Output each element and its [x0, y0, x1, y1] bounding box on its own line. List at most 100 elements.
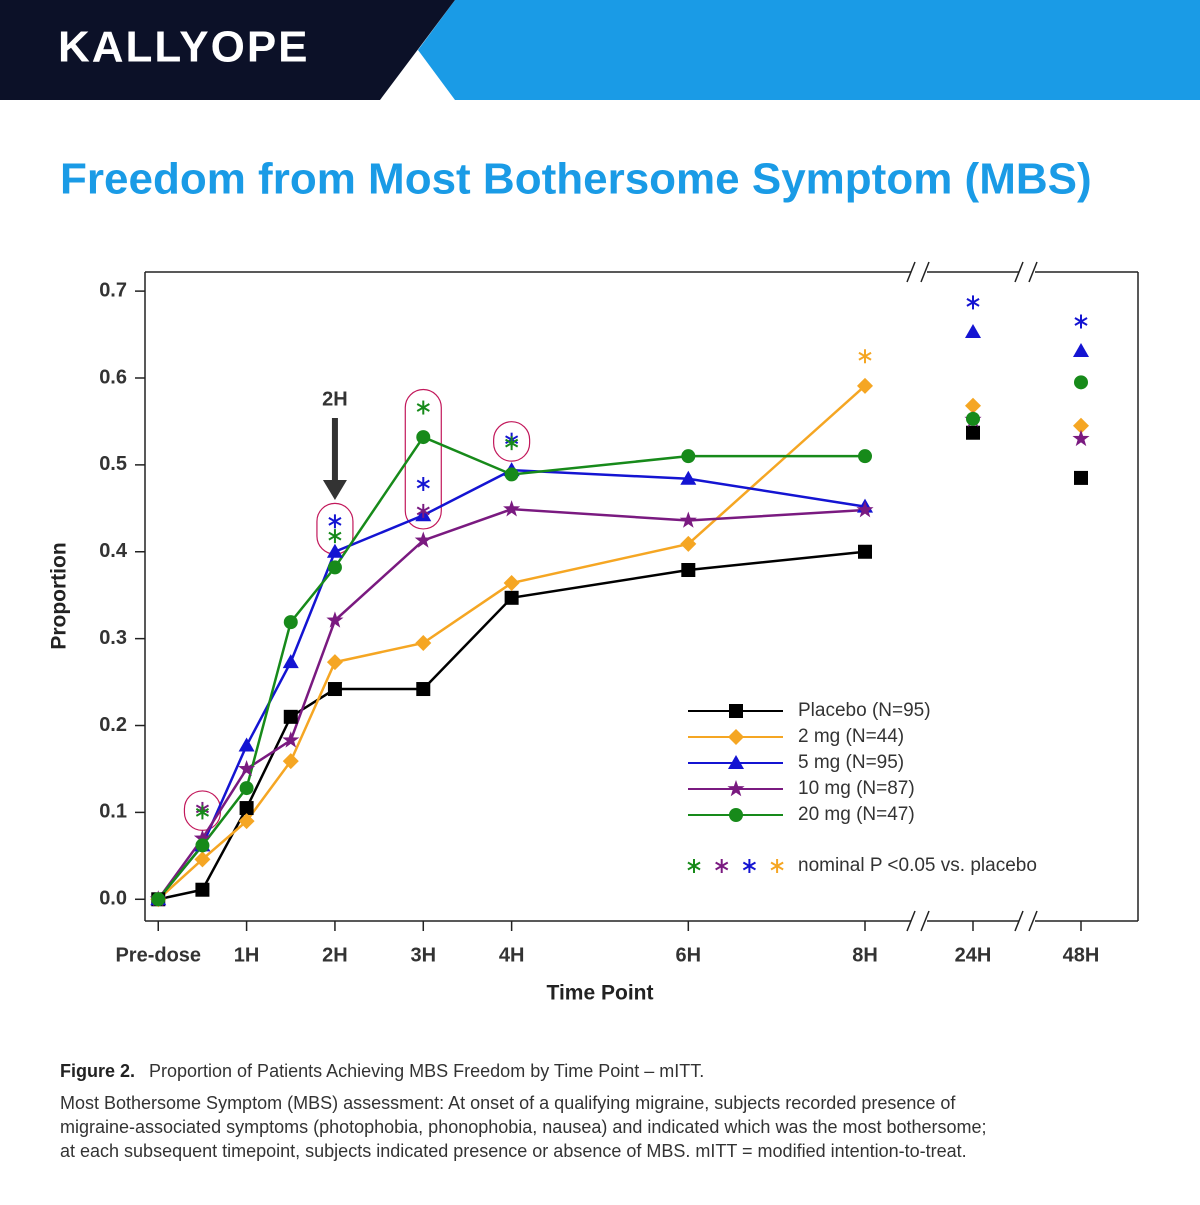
legend-marker: [728, 755, 744, 769]
data-point: [680, 535, 697, 552]
data-point: [238, 813, 255, 830]
data-point: [858, 544, 872, 559]
data-point: [504, 590, 519, 605]
x-tick-label: 3H: [410, 944, 436, 966]
asterisk-stroke: [1074, 317, 1088, 326]
annotation: 2H: [322, 388, 348, 410]
asterisk-stroke: [416, 403, 430, 412]
significance-marker: [416, 476, 430, 491]
caption-line: migraine-associated symptoms (photophobi…: [60, 1117, 987, 1137]
data-point: [195, 838, 210, 853]
significance-marker: [328, 514, 342, 529]
asterisk-stroke: [966, 298, 980, 307]
legend-marker: [729, 808, 743, 822]
data-point: [326, 611, 344, 628]
y-tick-label: 0.7: [99, 279, 127, 301]
x-tick-label: 24H: [955, 944, 992, 966]
annotation-arrow: [331, 418, 338, 482]
data-point: [858, 449, 872, 464]
axis-break: [906, 261, 916, 283]
y-tick-label: 0.1: [99, 801, 127, 823]
data-point: [1073, 417, 1089, 434]
brand: KALLYOPE: [58, 23, 310, 72]
legend-asterisk: [715, 859, 729, 873]
data-point: [503, 500, 521, 517]
data-point: [283, 709, 298, 724]
data-point: [966, 425, 980, 440]
legend-marker: [728, 729, 744, 745]
significance-highlight: [493, 421, 531, 462]
significance-highlight: [404, 388, 442, 530]
data-point: [416, 430, 431, 445]
x-tick-label: Pre-dose: [115, 944, 201, 966]
significance-marker: [966, 295, 980, 310]
data-point: [1073, 343, 1089, 358]
data-point: [856, 501, 874, 518]
data-point: [239, 801, 254, 816]
significance-marker: [505, 436, 519, 451]
axis-break: [920, 910, 930, 932]
caption-line: at each subsequent timepoint, subjects i…: [60, 1141, 967, 1161]
data-point: [238, 737, 255, 752]
legend-asterisk: [687, 859, 701, 873]
x-tick-label: 8H: [852, 944, 878, 966]
caption-line: Most Bothersome Symptom (MBS) assessment…: [60, 1093, 956, 1113]
data-point: [1072, 429, 1090, 447]
data-point: [239, 781, 254, 796]
asterisk-stroke: [715, 861, 729, 871]
legend-marker: [727, 780, 745, 797]
data-point: [238, 759, 256, 777]
legend-asterisk: [742, 859, 756, 873]
axis-break: [906, 910, 916, 932]
asterisk-stroke: [328, 531, 342, 541]
data-point: [415, 634, 432, 651]
data-point: [195, 882, 210, 897]
legend-label: 10 mg (N=87): [798, 778, 915, 799]
legend-note: nominal P <0.05 vs. placebo: [798, 855, 1037, 876]
data-point: [857, 377, 873, 394]
legend-asterisk: [770, 859, 784, 873]
axis-break: [1028, 910, 1038, 932]
x-axis-label: Time Point: [547, 982, 654, 1005]
asterisk-stroke: [687, 861, 701, 871]
data-point: [1074, 375, 1088, 390]
significance-marker: [328, 529, 342, 544]
asterisk-stroke: [416, 479, 430, 489]
y-tick-label: 0.3: [99, 627, 127, 649]
y-tick-label: 0.0: [99, 888, 127, 910]
significance-marker: [858, 349, 872, 364]
y-tick-label: 0.5: [99, 453, 127, 475]
data-point: [283, 615, 298, 630]
asterisk-stroke: [416, 506, 430, 516]
data-point: [679, 511, 697, 528]
y-axis-label: Proportion: [48, 542, 71, 649]
data-point: [326, 654, 343, 671]
data-point: [965, 397, 981, 414]
asterisk-stroke: [195, 808, 209, 817]
header-brand-panel: [0, 0, 455, 100]
y-tick-label: 0.4: [99, 540, 128, 562]
axis-break: [1014, 910, 1024, 932]
data-point: [282, 731, 300, 748]
data-point: [282, 654, 299, 669]
asterisk-stroke: [328, 516, 342, 526]
x-tick-label: 4H: [499, 944, 525, 966]
legend-label: 20 mg (N=47): [798, 804, 915, 825]
y-tick-label: 0.6: [99, 366, 127, 388]
y-tick-label: 0.2: [99, 714, 127, 736]
significance-marker: [416, 503, 430, 518]
data-point: [282, 753, 299, 770]
legend-label: 5 mg (N=95): [798, 752, 904, 773]
legend-marker: [729, 704, 743, 718]
data-point: [1074, 470, 1088, 485]
data-point: [680, 470, 697, 485]
data-point: [503, 575, 520, 592]
caption-label: Figure 2.: [60, 1061, 135, 1081]
data-point: [326, 543, 343, 558]
x-tick-label: 1H: [234, 944, 260, 966]
legend-label: Placebo (N=95): [798, 700, 931, 721]
annotation-arrow: [322, 480, 347, 500]
